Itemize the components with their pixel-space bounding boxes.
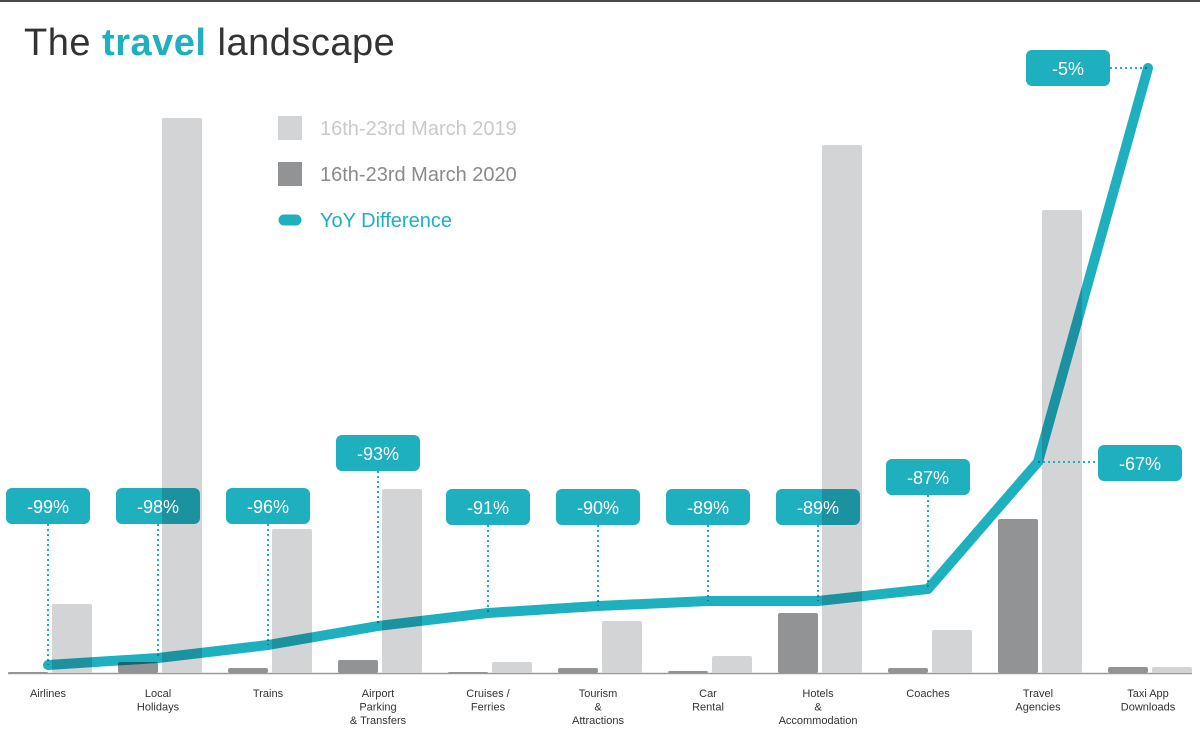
- x-tick-label-line: Airport: [362, 688, 394, 700]
- yoy-label: -67%: [1098, 445, 1182, 481]
- x-tick-label: Tourism & Attractions: [572, 688, 624, 727]
- legend-label: 16th-23rd March 2019: [320, 118, 517, 140]
- x-tick-label-line: Attractions: [572, 715, 624, 727]
- x-tick-label: Hotels & Accommodation: [779, 688, 858, 727]
- x-tick-label: Airlines: [30, 688, 67, 700]
- x-tick-label-line: Trains: [253, 688, 284, 700]
- yoy-label-box: [776, 489, 860, 525]
- yoy-label-box: [556, 489, 640, 525]
- bar-2020: [448, 672, 488, 673]
- bar-2019: [272, 529, 312, 673]
- bar-2019: [492, 662, 532, 673]
- bar-2020: [998, 519, 1038, 673]
- x-tick-label-line: &: [814, 702, 822, 714]
- yoy-label-text: -93%: [357, 444, 399, 464]
- bar-2020: [888, 668, 928, 673]
- yoy-label: -89%: [776, 489, 860, 525]
- x-tick-label: Travel Agencies: [1015, 688, 1061, 714]
- x-tick-label-line: Ferries: [471, 702, 506, 714]
- bar-2020: [228, 668, 268, 673]
- bar-2019: [52, 604, 92, 673]
- x-tick-label: Coaches: [906, 688, 950, 700]
- x-tick-label: Taxi App Downloads: [1121, 688, 1176, 714]
- yoy-label-text: -90%: [577, 498, 619, 518]
- x-tick-label-line: Holidays: [137, 702, 180, 714]
- bar-2020: [558, 668, 598, 673]
- yoy-label-text: -67%: [1119, 454, 1161, 474]
- yoy-label: -5%: [1026, 50, 1110, 86]
- yoy-label-box: [116, 488, 200, 524]
- x-tick-label-line: Airlines: [30, 688, 67, 700]
- x-tick-label-line: & Transfers: [350, 715, 407, 727]
- yoy-label-box: [1098, 445, 1182, 481]
- bar-2019: [602, 621, 642, 673]
- legend-label: YoY Difference: [320, 210, 452, 232]
- x-tick-label: Cruises / Ferries: [466, 688, 510, 714]
- yoy-label: -87%: [886, 459, 970, 495]
- yoy-label: -91%: [446, 489, 530, 525]
- yoy-label-text: -5%: [1052, 59, 1084, 79]
- bar-2020: [668, 671, 708, 673]
- yoy-label-box: [666, 489, 750, 525]
- bar-2019: [932, 630, 972, 673]
- bar-2019: [1152, 667, 1192, 673]
- yoy-label: -93%: [336, 435, 420, 471]
- x-tick-label-line: Parking: [359, 702, 396, 714]
- bar-2019: [712, 656, 752, 673]
- x-tick-label-line: Tourism: [579, 688, 618, 700]
- yoy-label-text: -89%: [797, 498, 839, 518]
- x-tick-label-line: Rental: [692, 702, 724, 714]
- yoy-label-text: -99%: [27, 497, 69, 517]
- bar-2019: [822, 145, 862, 673]
- bar-2020: [338, 660, 378, 673]
- yoy-label: -89%: [666, 489, 750, 525]
- yoy-label-text: -87%: [907, 468, 949, 488]
- bar-2019: [382, 489, 422, 673]
- x-tick-label-line: Coaches: [906, 688, 950, 700]
- x-tick-label-line: Travel: [1023, 688, 1053, 700]
- x-tick-label: Local Holidays: [137, 688, 180, 714]
- yoy-label-text: -96%: [247, 497, 289, 517]
- legend-swatch: [278, 116, 302, 140]
- yoy-label-text: -89%: [687, 498, 729, 518]
- top-rule: [0, 0, 1200, 2]
- x-tick-label-line: Accommodation: [779, 715, 858, 727]
- yoy-label-box: [336, 435, 420, 471]
- x-tick-label-line: Taxi App: [1127, 688, 1169, 700]
- yoy-label: -99%: [6, 488, 90, 524]
- x-tick-label-line: Car: [699, 688, 717, 700]
- x-tick-label-line: Local: [145, 688, 171, 700]
- x-tick-label-line: &: [594, 702, 602, 714]
- bar-2020: [1108, 667, 1148, 673]
- yoy-label-box: [6, 488, 90, 524]
- x-tick-label-line: Hotels: [802, 688, 834, 700]
- yoy-label-box: [1026, 50, 1110, 86]
- yoy-label-box: [226, 488, 310, 524]
- x-tick-label-line: Agencies: [1015, 702, 1061, 714]
- x-tick-label: Car Rental: [692, 688, 724, 714]
- x-tick-label: Trains: [253, 688, 284, 700]
- yoy-label: -98%: [116, 488, 200, 524]
- yoy-line: [43, 63, 1153, 670]
- x-tick-label-line: Cruises /: [466, 688, 510, 700]
- bar-2020: [8, 672, 48, 673]
- legend-label: 16th-23rd March 2020: [320, 164, 517, 186]
- x-tick-label: Airport Parking & Transfers: [350, 688, 407, 727]
- yoy-label-box: [886, 459, 970, 495]
- page-title: The travel landscape: [24, 22, 396, 64]
- x-tick-label-line: Downloads: [1121, 702, 1176, 714]
- yoy-label-text: -91%: [467, 498, 509, 518]
- yoy-label: -90%: [556, 489, 640, 525]
- yoy-label-box: [446, 489, 530, 525]
- bar-2019: [162, 118, 202, 673]
- yoy-label: -96%: [226, 488, 310, 524]
- legend-swatch: [278, 162, 302, 186]
- bar-2020: [778, 613, 818, 673]
- yoy-label-text: -98%: [137, 497, 179, 517]
